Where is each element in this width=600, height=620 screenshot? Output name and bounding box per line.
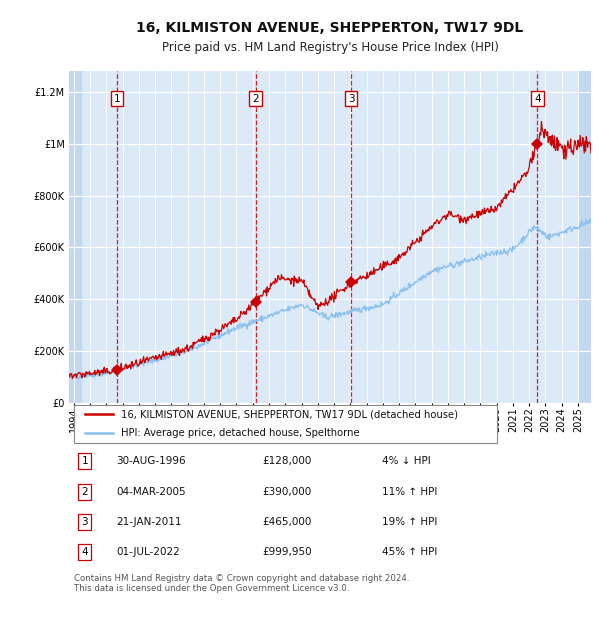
Text: 45% ↑ HPI: 45% ↑ HPI [382,547,437,557]
Text: £128,000: £128,000 [262,456,311,466]
Text: 2: 2 [252,94,259,104]
Text: 4: 4 [82,547,88,557]
Text: 16, KILMISTON AVENUE, SHEPPERTON, TW17 9DL (detached house): 16, KILMISTON AVENUE, SHEPPERTON, TW17 9… [121,409,458,419]
Text: 3: 3 [82,517,88,527]
Text: HPI: Average price, detached house, Spelthorne: HPI: Average price, detached house, Spel… [121,428,360,438]
Text: 4% ↓ HPI: 4% ↓ HPI [382,456,431,466]
Text: 2: 2 [82,487,88,497]
Text: 1: 1 [114,94,121,104]
Text: £390,000: £390,000 [262,487,311,497]
Text: 04-MAR-2005: 04-MAR-2005 [116,487,185,497]
Text: 21-JAN-2011: 21-JAN-2011 [116,517,181,527]
Text: 19% ↑ HPI: 19% ↑ HPI [382,517,437,527]
Text: 4: 4 [534,94,541,104]
Bar [69,71,81,403]
Text: 01-JUL-2022: 01-JUL-2022 [116,547,180,557]
Text: 11% ↑ HPI: 11% ↑ HPI [382,487,437,497]
FancyBboxPatch shape [74,405,497,443]
Bar [579,71,591,403]
Text: £465,000: £465,000 [262,517,311,527]
Text: 3: 3 [348,94,355,104]
Text: Price paid vs. HM Land Registry's House Price Index (HPI): Price paid vs. HM Land Registry's House … [161,41,499,53]
Text: 30-AUG-1996: 30-AUG-1996 [116,456,185,466]
Text: 16, KILMISTON AVENUE, SHEPPERTON, TW17 9DL: 16, KILMISTON AVENUE, SHEPPERTON, TW17 9… [136,21,524,35]
Text: £999,950: £999,950 [262,547,312,557]
Text: 1: 1 [82,456,88,466]
Text: Contains HM Land Registry data © Crown copyright and database right 2024.
This d: Contains HM Land Registry data © Crown c… [74,574,410,593]
